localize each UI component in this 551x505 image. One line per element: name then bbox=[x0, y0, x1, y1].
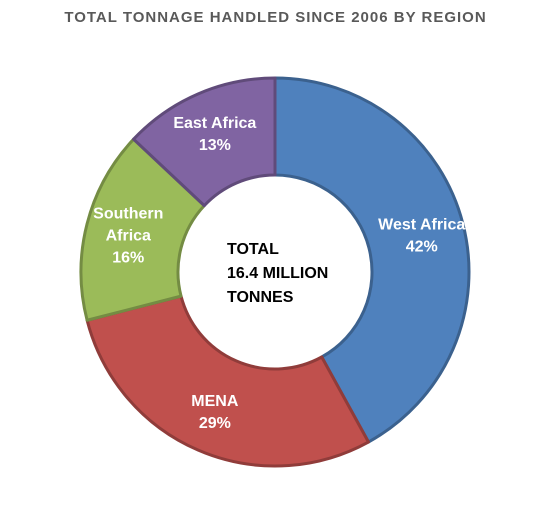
donut-slices bbox=[79, 76, 471, 468]
slice-west-africa bbox=[273, 76, 471, 444]
chart-title: TOTAL TONNAGE HANDLED SINCE 2006 BY REGI… bbox=[64, 9, 487, 26]
slice-label-east-africa: East Africa 13% bbox=[173, 115, 256, 154]
slice-east-africa bbox=[132, 76, 277, 208]
slice-label-southern-africa: Southern Africa 16% bbox=[93, 205, 163, 266]
slice-label-mena: MENA 29% bbox=[191, 393, 239, 432]
center-total-label: TOTAL 16.4 MILLION TONNES bbox=[227, 241, 328, 306]
slice-label-west-africa: West Africa 42% bbox=[378, 216, 465, 255]
slice-labels: West Africa 42% MENA 29% Southern Africa 16% Ea… bbox=[93, 115, 465, 432]
slice-southern-africa bbox=[79, 137, 206, 322]
slice-mena bbox=[85, 294, 370, 468]
